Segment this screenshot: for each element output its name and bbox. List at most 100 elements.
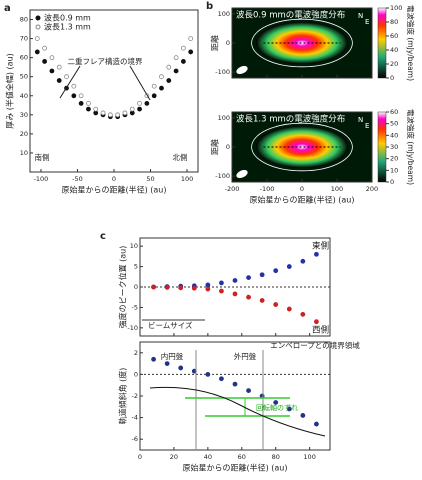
colorbar-tick-label: 10 (390, 166, 398, 174)
panel-label: c (100, 231, 106, 242)
annotation: 南側 (35, 152, 50, 162)
data-point (178, 285, 184, 291)
colorbar-tick-label: 60 (390, 108, 398, 116)
colorbar (377, 7, 387, 79)
colorbar-tick-label: 40 (390, 46, 398, 54)
data-point (180, 59, 186, 64)
y-tick-label: 10 (20, 149, 28, 157)
data-point (49, 68, 55, 74)
y-tick-label: 70 (20, 35, 28, 43)
y-tick-label: 100 (218, 114, 230, 122)
x-tick-label: -50 (72, 175, 83, 183)
data-point (314, 421, 319, 427)
data-point (115, 112, 121, 118)
colorbar-tick-label: 40 (390, 131, 398, 139)
data-point (64, 74, 69, 80)
data-point (137, 106, 142, 112)
y-axis-label: 距離 (210, 35, 220, 51)
data-point (205, 282, 211, 288)
y-tick-label: -10 (127, 324, 138, 332)
data-point (180, 45, 186, 51)
x-tick-label: -100 (34, 175, 49, 183)
x-tick-label: 200 (366, 185, 378, 193)
data-point (71, 83, 77, 89)
y-tick-label: 50 (20, 73, 28, 81)
plot-frame (29, 9, 199, 173)
data-point (219, 280, 224, 286)
data-point (246, 275, 251, 281)
data-point (300, 311, 306, 317)
colorbar-tick-label: 80 (390, 18, 398, 26)
data-point (246, 388, 251, 394)
annotation: 外円盤 (234, 351, 257, 361)
colorbar-tick-label: 50 (390, 120, 398, 128)
colorbar-tick-label: 20 (390, 155, 398, 163)
data-point (191, 285, 197, 291)
data-point (188, 49, 194, 55)
emission (255, 126, 349, 168)
legend-label: 波長1.3 mm (44, 22, 91, 32)
data-point (188, 36, 194, 41)
data-point (93, 106, 99, 112)
colorbar-tick-label: 0 (390, 74, 394, 82)
data-point (273, 268, 279, 274)
data-point (151, 356, 156, 362)
data-point (86, 100, 91, 106)
y-tick-label: 60 (20, 54, 28, 62)
data-point (286, 306, 292, 312)
y-tick-label: 10 (130, 242, 138, 250)
colorbar-tick-label: 60 (390, 32, 398, 40)
data-point (107, 112, 113, 118)
series-label: 西側 (312, 325, 329, 336)
series-label: 東側 (312, 241, 329, 252)
data-point (129, 106, 135, 112)
map-title: 波長0.9 mmの電波強度分布 (236, 10, 345, 21)
y-tick-label: 0 (134, 283, 138, 291)
data-point (166, 64, 172, 70)
x-tick-label: 100 (181, 175, 193, 183)
data-point (232, 291, 238, 297)
data-point (300, 258, 306, 264)
contour (251, 122, 353, 172)
y-tick-label: 0 (226, 39, 230, 47)
annotation: 二重フレア構造の境界 (68, 56, 143, 66)
colorbar-label: 電波強度 (mJy/beam) (406, 109, 416, 185)
data-point (122, 110, 128, 116)
y-axis-label: 強度のピーク位置 (au) (118, 246, 128, 329)
compass: N (358, 12, 363, 20)
colorbar-tick-label: 100 (390, 4, 402, 12)
y-tick-label: -100 (215, 172, 230, 180)
data-point (49, 55, 55, 61)
x-tick-label: 80 (272, 453, 280, 461)
x-tick-label: 50 (146, 175, 154, 183)
compass: E (365, 122, 369, 130)
data-point (286, 406, 292, 412)
data-point (56, 78, 62, 83)
y-axis-label: 距離 (210, 139, 220, 155)
data-point (246, 294, 251, 300)
x-axis-label: 原始星からの距離(半径) (au) (250, 195, 355, 205)
data-point (173, 55, 179, 61)
data-point (205, 286, 211, 292)
colorbar-tick-label: 0 (390, 178, 394, 186)
data-point (232, 381, 238, 387)
data-point (219, 288, 224, 294)
colorbar-tick-label: 30 (390, 143, 398, 151)
panel-label: a (4, 3, 11, 14)
model-curve (149, 386, 326, 437)
annotation: 回転軸のずれ (256, 403, 298, 412)
y-tick-label: -2 (132, 392, 138, 400)
x-tick-label: 100 (331, 185, 343, 193)
x-tick-label: 100 (303, 453, 315, 461)
data-point (34, 49, 40, 55)
data-point (34, 36, 40, 41)
y-axis-label: 厚み (半値全幅) (au) (5, 53, 15, 129)
y-tick-label: -5 (132, 303, 138, 311)
y-tick-label: 2 (134, 349, 138, 357)
colorbar (377, 111, 387, 183)
compass: E (365, 18, 369, 26)
x-tick-label: 60 (238, 453, 246, 461)
compass: N (358, 116, 363, 124)
y-tick-label: 5 (134, 263, 138, 271)
x-tick-label: 20 (170, 453, 178, 461)
